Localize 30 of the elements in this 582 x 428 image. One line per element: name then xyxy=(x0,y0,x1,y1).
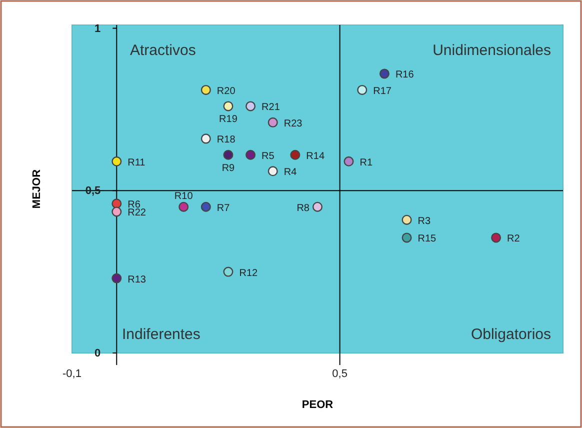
series-label: R15 xyxy=(418,234,437,245)
series-label: R5 xyxy=(262,150,275,162)
series-label: R9 xyxy=(222,162,236,174)
series-label: R14 xyxy=(306,150,325,162)
series-label: R1 xyxy=(360,157,373,168)
series-label: R7 xyxy=(216,202,230,214)
series-label: R18 xyxy=(216,134,236,146)
y-axis-title: MEJOR xyxy=(31,169,43,209)
series-label: R13 xyxy=(128,274,146,286)
annotation: Atractivos xyxy=(130,42,196,59)
x-axis-title: PEOR xyxy=(302,399,334,411)
y-tick-label: 1 xyxy=(94,22,101,35)
series-label: R8 xyxy=(296,202,310,214)
annotation: Indiferentes xyxy=(122,326,200,343)
annotation: Obligatorios xyxy=(470,326,551,343)
series-label: R22 xyxy=(128,208,146,219)
series-label: R19 xyxy=(219,114,238,126)
annotation: Unidimensionales xyxy=(432,42,551,59)
series-label: R20 xyxy=(216,86,236,97)
series-label: R4 xyxy=(284,167,298,178)
series-label: R23 xyxy=(284,118,303,130)
x-tick-label: -0,1 xyxy=(62,368,82,380)
series-label: R11 xyxy=(128,157,146,168)
series-label: R10 xyxy=(174,190,194,202)
series-label: R21 xyxy=(262,102,280,114)
series-label: R16 xyxy=(395,70,414,81)
series-label: R2 xyxy=(507,234,520,245)
series-label: R3 xyxy=(418,216,431,227)
series-label: R12 xyxy=(239,268,258,279)
series-label: R17 xyxy=(373,86,392,97)
